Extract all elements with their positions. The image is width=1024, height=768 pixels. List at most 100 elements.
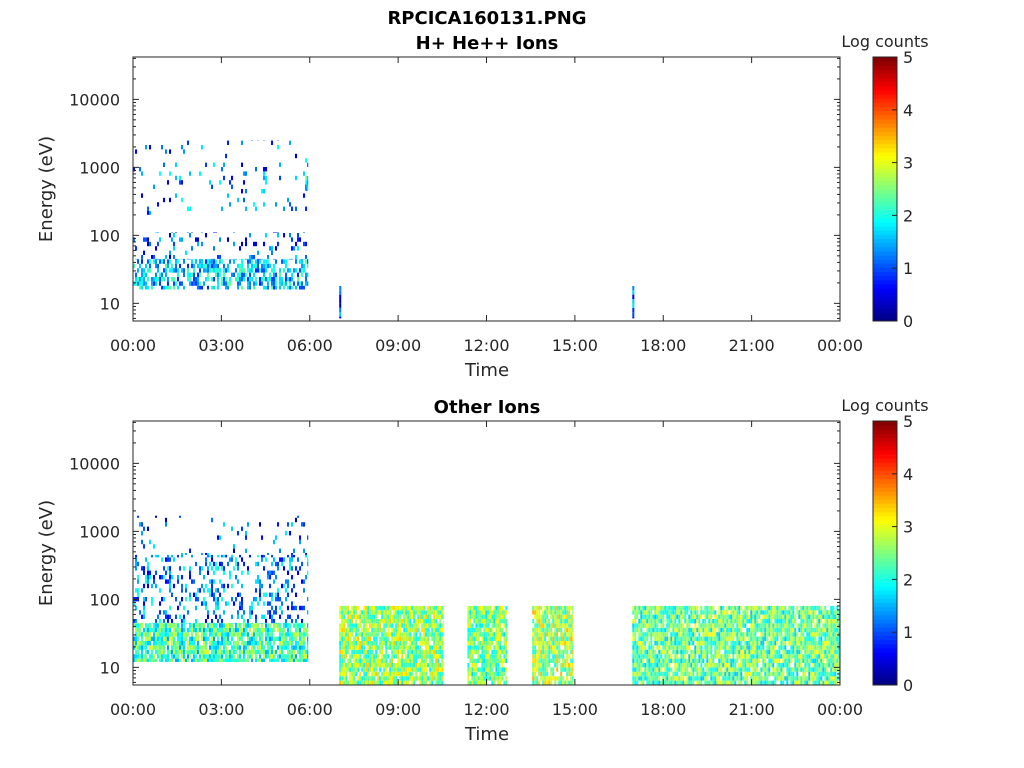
heatmap-cell (712, 658, 715, 663)
heatmap-cell (233, 232, 235, 233)
heatmap-cell (798, 610, 801, 615)
heatmap-cell (279, 162, 281, 167)
heatmap-cell (289, 281, 291, 286)
heatmap-cell (646, 671, 649, 677)
heatmap-cell (141, 658, 143, 662)
heatmap-cell (716, 636, 719, 641)
heatmap-cell (221, 627, 223, 633)
heatmap-cell (540, 627, 543, 633)
heatmap-cell (768, 605, 771, 611)
heatmap-cell (221, 658, 223, 662)
heatmap-cell (668, 627, 671, 633)
heatmap-cell (261, 645, 263, 650)
heatmap-cell (782, 636, 785, 641)
heatmap-cell (540, 636, 543, 641)
heatmap-cell (810, 610, 813, 615)
heatmap-cell (810, 667, 813, 672)
heatmap-cell (662, 610, 665, 615)
heatmap-cell (806, 680, 809, 685)
heatmap-cell (403, 667, 406, 672)
heatmap-cell (710, 641, 713, 646)
heatmap-cell (153, 579, 155, 584)
heatmap-cell (301, 263, 303, 269)
heatmap-cell (187, 645, 189, 650)
heatmap-cell (163, 197, 165, 203)
heatmap-cell (269, 614, 271, 619)
heatmap-cell (297, 515, 299, 518)
heatmap-cell (714, 645, 717, 650)
heatmap-cell (351, 623, 354, 628)
heatmap-cell (750, 619, 753, 624)
heatmap-cell (155, 281, 157, 286)
heatmap-cell (293, 645, 295, 650)
heatmap-cell (790, 627, 793, 633)
heatmap-cell (642, 680, 645, 685)
heatmap-cell (137, 632, 139, 637)
heatmap-cell (814, 627, 817, 633)
heatmap-cell (724, 671, 727, 677)
heatmap-cell (393, 667, 396, 672)
heatmap-cell (407, 614, 410, 619)
heatmap-cell (702, 649, 705, 655)
heatmap-cell (255, 263, 257, 269)
heatmap-cell (806, 645, 809, 650)
heatmap-cell (491, 663, 494, 668)
heatmap-cell (487, 619, 490, 624)
heatmap-cell (790, 654, 793, 659)
heatmap-cell (640, 605, 643, 611)
heatmap-cell (650, 658, 653, 663)
heatmap-cell (231, 649, 233, 655)
heatmap-cell (203, 632, 205, 637)
heatmap-cell (786, 619, 789, 624)
heatmap-cell (636, 676, 639, 681)
heatmap-cell (780, 654, 783, 659)
heatmap-cell (766, 605, 769, 611)
heatmap-cell (714, 649, 717, 655)
heatmap-cell (177, 632, 179, 637)
heatmap-cell (718, 614, 721, 619)
heatmap-cell (197, 658, 199, 662)
heatmap-cell (235, 645, 237, 650)
heatmap-cell (734, 614, 737, 619)
heatmap-cell (175, 641, 177, 646)
heatmap-cell (804, 641, 807, 646)
heatmap-cell (147, 641, 149, 646)
heatmap-cell (173, 623, 175, 628)
heatmap-cell (544, 649, 547, 655)
heatmap-cell (656, 623, 659, 628)
heatmap-cell (790, 636, 793, 641)
heatmap-cell (287, 277, 289, 282)
heatmap-cell (678, 667, 681, 672)
heatmap-cell (558, 645, 561, 650)
heatmap-cell (361, 676, 364, 681)
heatmap-cell (429, 623, 432, 628)
heatmap-cell (209, 268, 211, 273)
heatmap-cell (189, 627, 191, 633)
heatmap-cell (213, 277, 215, 282)
heatmap-cell (572, 663, 574, 668)
heatmap-cell (193, 627, 195, 633)
heatmap-cell (810, 614, 813, 619)
heatmap-cell (199, 622, 201, 624)
heatmap-cell (233, 645, 235, 650)
heatmap-cell (269, 654, 271, 659)
heatmap-cell (169, 570, 171, 575)
heatmap-cell (413, 605, 416, 611)
heatmap-cell (229, 202, 231, 207)
heatmap-cell (768, 649, 771, 655)
heatmap-cell (265, 180, 267, 185)
colorbar-step (873, 238, 897, 244)
heatmap-cell (199, 272, 201, 277)
heatmap-cell (720, 641, 723, 646)
heatmap-cell (666, 663, 669, 668)
heatmap-cell (275, 202, 277, 207)
heatmap-cell (570, 671, 573, 677)
heatmap-cell (179, 632, 181, 637)
heatmap-cell (632, 649, 635, 655)
heatmap-cell (473, 667, 476, 672)
heatmap-cell (477, 680, 480, 685)
heatmap-cell (259, 649, 261, 655)
heatmap-cell (814, 645, 817, 650)
heatmap-cell (213, 561, 215, 567)
heatmap-cell (361, 632, 364, 637)
